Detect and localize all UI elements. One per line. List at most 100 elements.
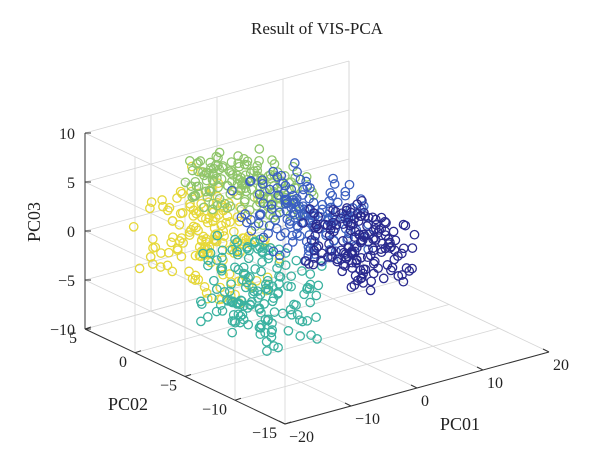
x-tick-mark — [542, 348, 550, 353]
data-point — [184, 156, 195, 166]
data-point — [207, 293, 217, 304]
data-point — [219, 198, 230, 209]
data-point — [232, 249, 243, 260]
data-point — [213, 182, 223, 193]
data-point — [204, 185, 215, 196]
z-tick-label: 0 — [67, 224, 75, 241]
data-point — [327, 251, 337, 262]
data-point — [128, 221, 139, 232]
data-point — [332, 256, 343, 267]
data-point — [266, 204, 277, 214]
data-point — [365, 285, 376, 296]
x-tick-label: −10 — [355, 411, 380, 428]
data-point — [225, 168, 236, 178]
data-point — [312, 334, 322, 344]
data-point — [264, 220, 275, 231]
data-point — [369, 245, 379, 256]
data-point — [302, 181, 313, 192]
data-point — [302, 315, 313, 326]
data-point — [280, 248, 291, 258]
data-point — [235, 317, 245, 328]
data-point — [246, 225, 257, 236]
data-point — [351, 254, 362, 265]
x-tick-mark — [278, 420, 286, 425]
data-point — [184, 266, 194, 277]
data-point — [245, 299, 255, 310]
data-point — [236, 172, 246, 183]
data-point — [224, 269, 235, 279]
data-point — [218, 161, 228, 171]
side-wall-gridline — [84, 279, 286, 376]
data-point — [393, 251, 403, 261]
data-point — [254, 155, 264, 166]
z-axis-label: PC03 — [24, 202, 44, 242]
data-point — [305, 297, 316, 308]
data-point — [398, 243, 409, 254]
data-point — [249, 192, 260, 202]
x-tick-label: 0 — [421, 393, 429, 410]
data-point — [262, 346, 272, 356]
x-tick-label: 20 — [553, 357, 569, 374]
data-point — [311, 242, 322, 253]
data-point — [297, 266, 307, 276]
data-point — [217, 306, 228, 316]
data-point — [276, 170, 287, 181]
data-point — [196, 299, 207, 309]
data-point — [255, 242, 265, 253]
back-wall-gridline — [84, 60, 350, 134]
data-point — [344, 179, 355, 190]
data-point — [357, 195, 367, 206]
data-point — [254, 209, 265, 220]
floor-gridline — [234, 327, 500, 401]
data-point — [167, 216, 178, 226]
axes — [84, 132, 550, 425]
data-point — [203, 260, 213, 271]
data-point — [404, 266, 415, 276]
data-point — [245, 176, 255, 187]
data-point — [233, 151, 243, 161]
data-point — [398, 276, 409, 287]
data-point — [273, 190, 284, 201]
data-point — [326, 246, 336, 256]
data-point — [217, 245, 228, 256]
y-tick-label: −5 — [160, 378, 177, 395]
data-point — [268, 246, 279, 257]
y-tick-label: 0 — [119, 354, 127, 371]
data-point — [368, 258, 379, 269]
data-point — [227, 185, 237, 196]
data-point — [240, 269, 250, 279]
data-point — [286, 281, 296, 292]
data-point — [366, 276, 377, 287]
data-point — [291, 300, 301, 311]
data-point — [400, 220, 411, 231]
data-point — [263, 228, 274, 239]
data-point — [284, 219, 295, 229]
data-point — [255, 322, 266, 333]
data-point — [202, 192, 213, 202]
data-point — [288, 190, 298, 201]
y-tick-mark — [234, 397, 242, 401]
data-point — [200, 213, 211, 224]
data-point — [286, 309, 297, 320]
data-point — [371, 220, 382, 230]
data-point — [327, 211, 338, 222]
data-point — [258, 198, 269, 209]
data-point — [340, 249, 351, 259]
data-point — [212, 173, 222, 184]
data-point — [299, 289, 309, 300]
data-point — [212, 255, 222, 265]
data-point — [215, 300, 226, 310]
data-point — [265, 243, 276, 253]
data-point — [340, 186, 351, 197]
data-point — [223, 296, 233, 306]
data-point — [228, 226, 239, 237]
data-point — [217, 252, 227, 263]
data-point — [286, 184, 297, 195]
data-point — [338, 236, 348, 246]
data-point — [239, 153, 249, 164]
y-tick-label: −15 — [252, 425, 277, 442]
data-point — [250, 264, 261, 274]
data-point — [166, 237, 177, 248]
